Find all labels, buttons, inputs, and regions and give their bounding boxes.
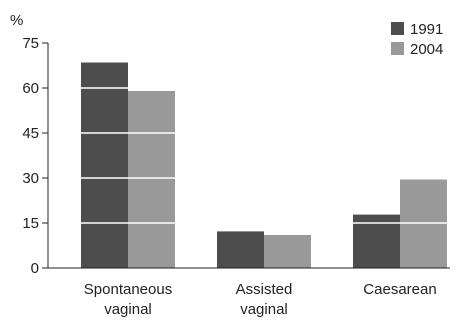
y-ticks-group: 0 15 30 45 60 75 xyxy=(22,35,48,277)
x-categories-group: Spontaneous vaginal Assisted vaginal Caesare… xyxy=(84,281,437,318)
y-tick-label: 45 xyxy=(22,125,39,142)
gridlines-group xyxy=(49,87,450,224)
bar-2004-0 xyxy=(128,91,175,268)
bars-group xyxy=(81,62,447,268)
x-category-label: Caesarean xyxy=(363,281,436,298)
legend-swatch-1991 xyxy=(391,22,404,35)
bar-1991-1 xyxy=(217,231,264,268)
x-category-line: vaginal xyxy=(104,301,152,318)
y-tick-label: 75 xyxy=(22,35,39,52)
y-tick-label: 30 xyxy=(22,170,39,187)
bar-2004-1 xyxy=(264,235,311,268)
bar-1991-0 xyxy=(81,62,128,268)
y-tick-label: 0 xyxy=(31,260,39,277)
legend-swatch-2004 xyxy=(391,42,404,55)
legend: 1991 2004 xyxy=(391,21,443,58)
y-axis-label: % xyxy=(10,12,23,29)
legend-label-2004: 2004 xyxy=(410,41,443,58)
y-tick-label: 60 xyxy=(22,80,39,97)
x-category-line: Caesarean xyxy=(363,281,436,298)
x-category-line: Assisted xyxy=(236,281,293,298)
axes-group xyxy=(47,43,450,269)
x-category-line: vaginal xyxy=(240,301,288,318)
x-category-label: Spontaneous vaginal xyxy=(84,281,172,318)
y-tick-label: 15 xyxy=(22,215,39,232)
x-category-label: Assisted vaginal xyxy=(236,281,293,318)
legend-label-1991: 1991 xyxy=(410,21,443,38)
x-category-line: Spontaneous xyxy=(84,281,172,298)
